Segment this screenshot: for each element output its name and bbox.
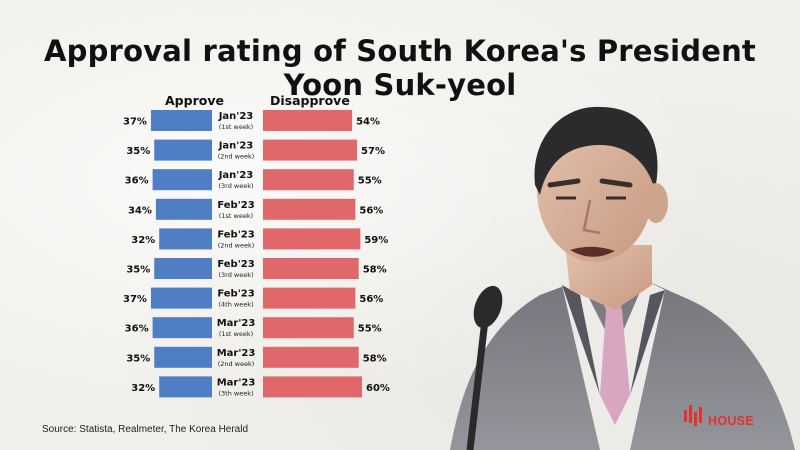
- disapprove-value-label: 59%: [364, 235, 388, 246]
- disapprove-value-label: 58%: [363, 353, 387, 364]
- category-sublabel: (2nd week): [218, 153, 255, 161]
- category-sublabel: (1st week): [219, 123, 253, 131]
- approve-value-label: 36%: [125, 176, 149, 187]
- disapprove-bar: [263, 110, 353, 131]
- disapprove-value-label: 54%: [356, 117, 380, 128]
- approve-value-label: 37%: [123, 117, 147, 128]
- disapprove-bar: [263, 287, 356, 309]
- category-label: Mar'23: [217, 318, 256, 329]
- disapprove-value-label: 60%: [366, 383, 390, 394]
- legend-approve: Approve: [165, 93, 224, 108]
- category-sublabel: (1st week): [219, 330, 253, 338]
- disapprove-value-label: 58%: [363, 265, 387, 276]
- disapprove-bar: [263, 376, 362, 398]
- logo-bars-icon: [684, 405, 702, 426]
- category-sublabel: (2nd week): [218, 360, 255, 368]
- approve-bar: [154, 139, 212, 161]
- category-label: Mar'23: [217, 377, 256, 388]
- category-label: Mar'23: [217, 348, 256, 359]
- category-label: Feb'23: [217, 289, 254, 300]
- disapprove-bar: [263, 198, 356, 220]
- approve-bar: [155, 198, 212, 220]
- approve-bar: [152, 317, 212, 339]
- approve-bar: [154, 346, 212, 368]
- approve-bar: [159, 376, 212, 398]
- category-label: Jan'23: [218, 111, 254, 122]
- logo-text: HOUSE: [708, 414, 754, 428]
- approve-bar: [150, 287, 212, 309]
- approve-value-label: 34%: [128, 205, 152, 216]
- approve-value-label: 35%: [126, 265, 150, 276]
- approve-value-label: 32%: [131, 235, 155, 246]
- approve-bar: [152, 169, 212, 191]
- disapprove-bar: [263, 228, 361, 250]
- approve-value-label: 35%: [126, 146, 150, 157]
- category-sublabel: (4th week): [218, 301, 253, 309]
- category-label: Jan'23: [218, 141, 254, 152]
- approve-value-label: 37%: [123, 294, 147, 305]
- disapprove-bar: [263, 346, 359, 368]
- approve-bar: [159, 228, 212, 250]
- disapprove-value-label: 56%: [359, 205, 383, 216]
- approve-value-label: 36%: [125, 324, 149, 335]
- legend-disapprove: Disapprove: [270, 93, 350, 108]
- approve-value-label: 32%: [131, 383, 155, 394]
- approve-bar: [150, 110, 212, 131]
- approve-bar: [154, 258, 212, 279]
- category-sublabel: (2nd week): [218, 241, 255, 249]
- category-sublabel: (3rd week): [218, 182, 253, 190]
- disapprove-bar: [263, 169, 354, 191]
- disapprove-bar: [263, 317, 354, 339]
- disapprove-bar: [263, 139, 358, 161]
- house-logo: HOUSE: [684, 402, 764, 430]
- disapprove-value-label: 56%: [359, 294, 383, 305]
- disapprove-bar: [263, 258, 359, 279]
- source-note: Source: Statista, Realmeter, The Korea H…: [42, 424, 249, 435]
- approve-value-label: 35%: [126, 353, 150, 364]
- disapprove-value-label: 55%: [358, 324, 382, 335]
- president-portrait-illustration: [450, 106, 795, 450]
- category-label: Feb'23: [217, 259, 254, 270]
- chart-title: Approval rating of South Korea's Preside…: [44, 34, 756, 102]
- category-sublabel: (3th week): [218, 389, 253, 397]
- category-label: Jan'23: [218, 170, 254, 181]
- disapprove-value-label: 55%: [358, 176, 382, 187]
- disapprove-value-label: 57%: [361, 146, 385, 157]
- category-label: Feb'23: [217, 200, 254, 211]
- category-sublabel: (3rd week): [218, 271, 253, 279]
- category-sublabel: (1st week): [219, 212, 253, 220]
- category-label: Feb'23: [217, 229, 254, 240]
